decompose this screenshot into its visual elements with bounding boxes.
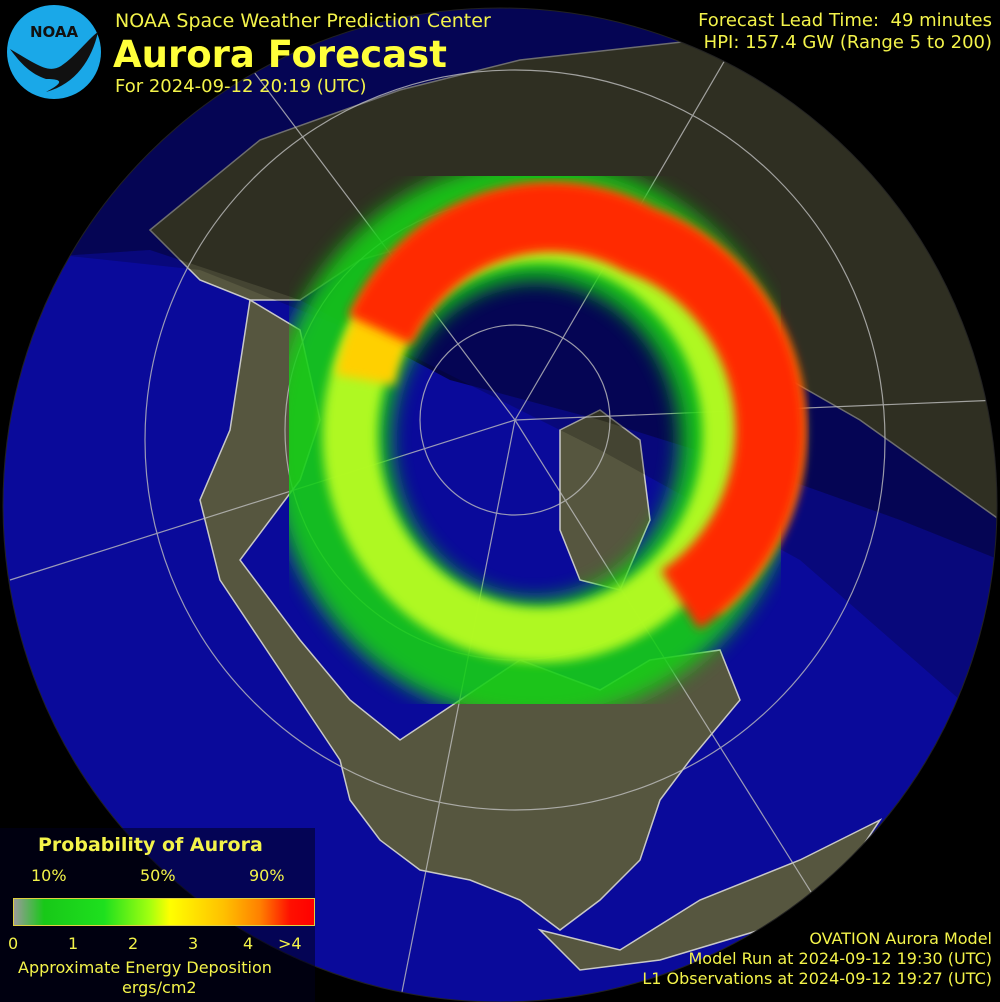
forecast-date: For 2024-09-12 20:19 (UTC): [115, 76, 367, 97]
energy-tick: 3: [188, 934, 199, 953]
energy-tick: 2: [128, 934, 139, 953]
model-name: OVATION Aurora Model: [809, 929, 992, 948]
legend: Probability of Aurora 10% 50% 90% 0 1 2 …: [0, 828, 315, 1002]
legend-pct-90: 90%: [249, 866, 285, 885]
energy-tick: 4: [243, 934, 254, 953]
legend-pct-10: 10%: [31, 866, 67, 885]
color-scale-bar: [13, 898, 315, 926]
energy-units: ergs/cm2: [122, 978, 197, 997]
svg-text:NOAA: NOAA: [30, 23, 79, 41]
energy-tick: 1: [68, 934, 79, 953]
organization-name: NOAA Space Weather Prediction Center: [115, 10, 491, 32]
hpi-value: HPI: 157.4 GW (Range 5 to 200): [703, 32, 992, 53]
energy-label: Approximate Energy Deposition: [18, 958, 272, 977]
energy-tick: 0: [8, 934, 19, 953]
legend-title: Probability of Aurora: [38, 834, 263, 856]
lead-time: Forecast Lead Time: 49 minutes: [698, 10, 992, 31]
legend-pct-50: 50%: [140, 866, 176, 885]
page-title: Aurora Forecast: [113, 33, 447, 76]
aurora-oval: [270, 160, 806, 720]
model-run-time: Model Run at 2024-09-12 19:30 (UTC): [688, 949, 992, 968]
observation-time: L1 Observations at 2024-09-12 19:27 (UTC…: [642, 969, 992, 988]
energy-tick: >4: [278, 934, 302, 953]
noaa-logo: NOAA: [7, 5, 101, 99]
